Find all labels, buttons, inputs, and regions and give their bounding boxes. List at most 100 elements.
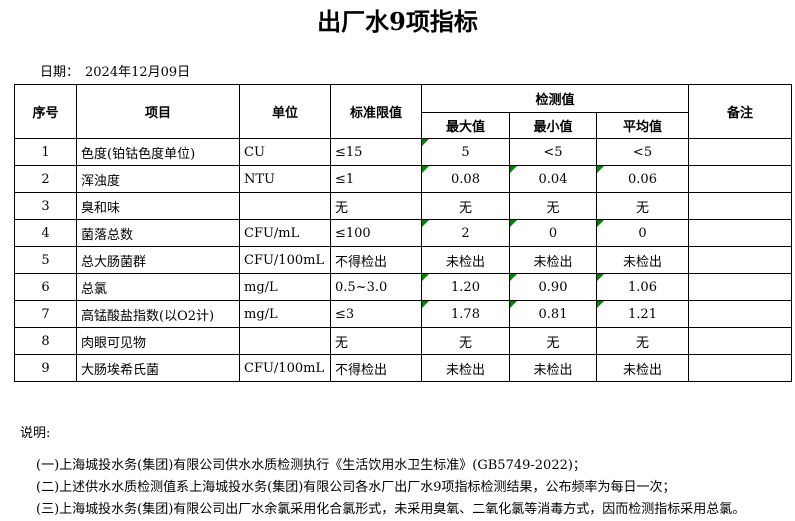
table-row-1: 1 色度(铂钴色度单位) CU ≤15 5 <5 <5: [14, 138, 793, 166]
flag-triangle-icon: [422, 274, 429, 281]
table-row-9: 9 大肠埃希氏菌 CFU/100mL 不得检出 未检出 未检出 未检出: [14, 354, 793, 382]
cell-min: <5: [509, 138, 597, 166]
cell-max: 无: [421, 192, 510, 220]
cell-limit: 无: [330, 327, 422, 355]
cell-limit: 不得检出: [330, 354, 422, 382]
cell-min: 无: [509, 327, 597, 355]
header-detection: 检测值: [420, 84, 690, 113]
date-label: 日期：: [40, 65, 80, 80]
report-date: 日期： 2024年12月09日: [40, 61, 795, 80]
cell-limit: ≤15: [330, 138, 422, 166]
cell-remark: [688, 327, 793, 355]
table-row-3: 3 臭和味 无 无 无 无: [14, 192, 793, 220]
cell-unit: CFU/100mL: [239, 246, 331, 274]
cell-no: 4: [14, 219, 77, 247]
cell-item: 肉眼可见物: [76, 327, 240, 355]
cell-unit: NTU: [239, 165, 331, 193]
cell-remark: [688, 219, 793, 247]
cell-unit: CU: [239, 138, 331, 166]
header-index: 序号: [14, 84, 77, 139]
cell-max: 1.20: [421, 273, 510, 301]
cell-no: 5: [14, 246, 77, 274]
cell-remark: [688, 354, 793, 382]
cell-max: 2: [421, 219, 510, 247]
cell-limit: ≤100: [330, 219, 422, 247]
header-remark: 备注: [688, 84, 793, 139]
notes-section: 说明: (一)上海城投水务(集团)有限公司供水水质检测执行《生活饮用水卫生标准》…: [0, 422, 795, 521]
notes-label: 说明:: [20, 426, 51, 441]
note-item-3: (三)上海城投水务(集团)有限公司出厂水余氯采用化合氯形式，未采用臭氧、二氧化氯…: [36, 502, 746, 517]
notes-list: (一)上海城投水务(集团)有限公司供水水质检测执行《生活饮用水卫生标准》(GB5…: [36, 455, 795, 521]
cell-item: 臭和味: [76, 192, 240, 220]
cell-no: 6: [14, 273, 77, 301]
cell-item: 高锰酸盐指数(以O2计): [76, 300, 240, 328]
cell-max: 1.78: [421, 300, 510, 328]
cell-unit: [239, 327, 331, 355]
table-row-7: 7 高锰酸盐指数(以O2计) mg/L ≤3 1.78 0.81 1.21: [14, 300, 793, 328]
cell-min: 0: [509, 219, 597, 247]
cell-min: 未检出: [509, 354, 597, 382]
cell-item: 总氯: [76, 273, 240, 301]
cell-no: 2: [14, 165, 77, 193]
cell-max: 无: [421, 327, 510, 355]
cell-limit: 无: [330, 192, 422, 220]
cell-avg: 无: [595, 192, 690, 220]
cell-min: 未检出: [509, 246, 597, 274]
cell-min: 0.04: [509, 165, 597, 193]
cell-limit: ≤1: [330, 165, 422, 193]
header-min: 最小值: [509, 112, 597, 139]
cell-limit: ≤3: [330, 300, 422, 328]
cell-unit: CFU/100mL: [239, 354, 331, 382]
cell-remark: [688, 300, 793, 328]
cell-avg: 无: [595, 327, 690, 355]
flag-triangle-icon: [597, 220, 604, 227]
cell-avg: 未检出: [595, 354, 690, 382]
cell-no: 3: [14, 192, 77, 220]
header-max: 最大值: [421, 112, 510, 139]
table-row-5: 5 总大肠菌群 CFU/100mL 不得检出 未检出 未检出 未检出: [14, 246, 793, 274]
flag-triangle-icon: [597, 301, 604, 308]
cell-avg: 0.06: [595, 165, 690, 193]
cell-avg: 1.21: [595, 300, 690, 328]
cell-item: 色度(铂钴色度单位): [76, 138, 240, 166]
note-item-2: (二)上述供水水质检测值系上海城投水务(集团)有限公司各水厂出厂水9项指标检测结…: [36, 480, 676, 495]
cell-unit: [239, 192, 331, 220]
cell-max: 未检出: [421, 354, 510, 382]
cell-avg: <5: [595, 138, 690, 166]
table-row-4: 4 菌落总数 CFU/mL ≤100 2 0 0: [14, 219, 793, 247]
table-row-8: 8 肉眼可见物 无 无 无 无: [14, 327, 793, 355]
cell-avg: 未检出: [595, 246, 690, 274]
cell-remark: [688, 192, 793, 220]
cell-avg: 0: [595, 219, 690, 247]
header-standard-limit: 标准限值: [330, 84, 422, 139]
header-unit: 单位: [239, 84, 331, 139]
table-row-6: 6 总氯 mg/L 0.5~3.0 1.20 0.90 1.06: [14, 273, 793, 301]
cell-unit: CFU/mL: [239, 219, 331, 247]
table-row-2: 2 浑浊度 NTU ≤1 0.08 0.04 0.06: [14, 165, 793, 193]
cell-avg: 1.06: [595, 273, 690, 301]
flag-triangle-icon: [510, 274, 517, 281]
cell-no: 8: [14, 327, 77, 355]
cell-item: 浑浊度: [76, 165, 240, 193]
cell-remark: [688, 138, 793, 166]
flag-triangle-icon: [510, 220, 517, 227]
cell-no: 7: [14, 300, 77, 328]
date-value: 2024年12月09日: [85, 65, 191, 80]
flag-triangle-icon: [510, 301, 517, 308]
flag-triangle-icon: [422, 301, 429, 308]
cell-max: 0.08: [421, 165, 510, 193]
cell-min: 0.90: [509, 273, 597, 301]
note-item-1: (一)上海城投水务(集团)有限公司供水水质检测执行《生活饮用水卫生标准》(GB5…: [36, 458, 586, 473]
header-avg: 平均值: [595, 112, 690, 139]
cell-min: 无: [509, 192, 597, 220]
cell-remark: [688, 165, 793, 193]
flag-triangle-icon: [422, 139, 429, 146]
cell-limit: 不得检出: [330, 246, 422, 274]
cell-max: 5: [421, 138, 510, 166]
cell-unit: mg/L: [239, 300, 331, 328]
cell-unit: mg/L: [239, 273, 331, 301]
page-title: 出厂水9项指标: [317, 7, 478, 36]
header-row-top: 序号 项目 单位 标准限值 检测值 备注: [14, 84, 793, 139]
cell-max: 未检出: [421, 246, 510, 274]
cell-item: 大肠埃希氏菌: [76, 354, 240, 382]
